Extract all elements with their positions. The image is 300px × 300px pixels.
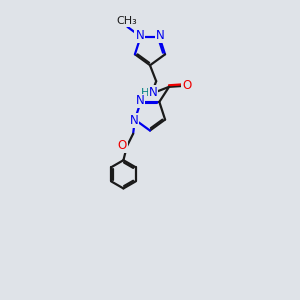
Text: O: O [182, 80, 191, 92]
Text: N: N [135, 29, 144, 42]
Text: N: N [149, 86, 158, 99]
Text: O: O [117, 139, 127, 152]
Text: N: N [130, 114, 138, 127]
Text: H: H [141, 88, 149, 98]
Text: N: N [156, 29, 165, 42]
Text: CH₃: CH₃ [116, 16, 137, 26]
Text: N: N [135, 94, 144, 107]
